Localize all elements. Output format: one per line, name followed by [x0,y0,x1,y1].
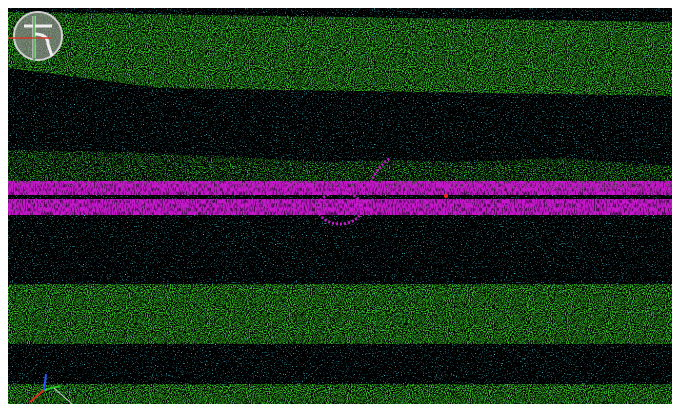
red-point [444,194,448,198]
green-band-bottom [8,384,672,404]
point-cloud-viewport [0,0,680,412]
green-band-lower [8,284,672,344]
page [0,0,680,412]
pipe-lower-fill [8,199,672,215]
